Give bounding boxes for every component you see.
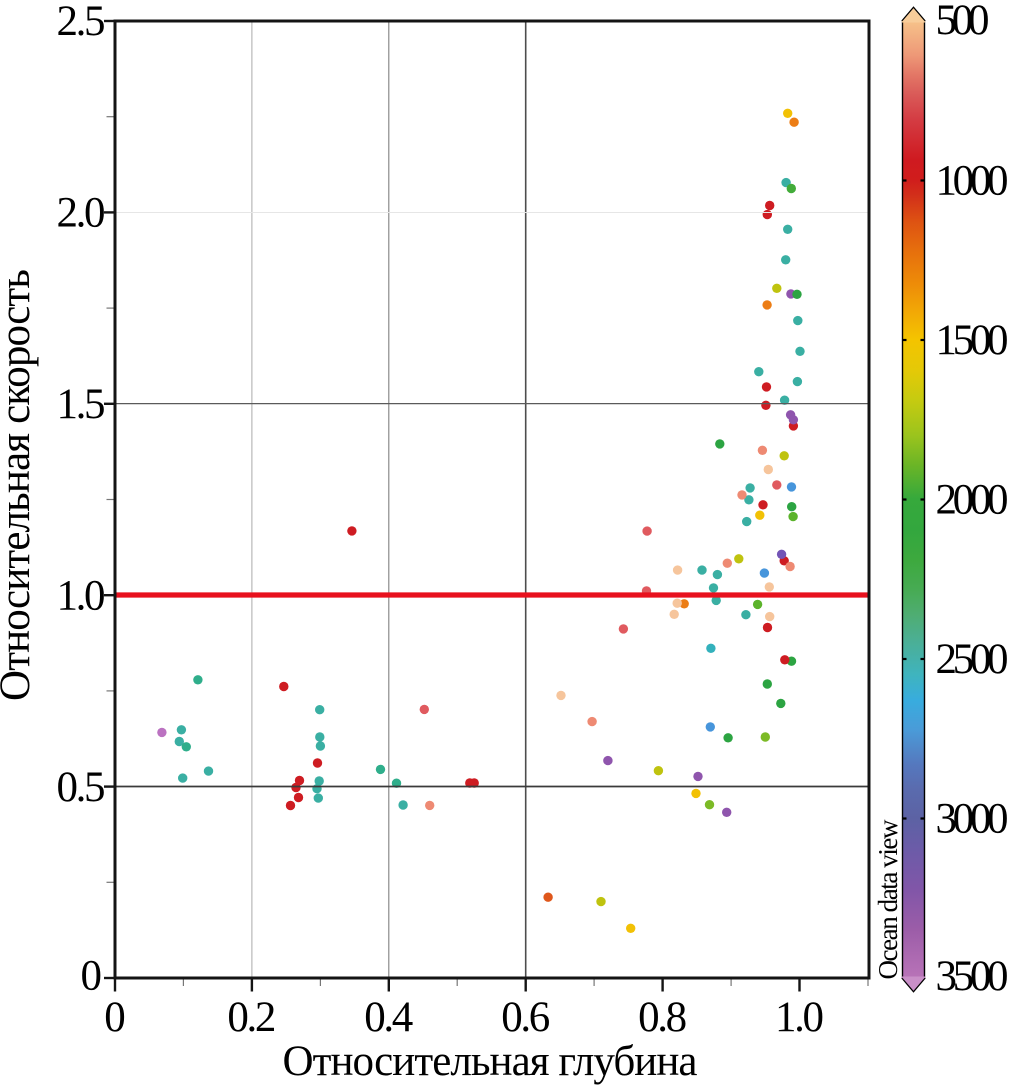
svg-text:2500: 2500 [936,636,1009,683]
svg-text:0.5: 0.5 [57,764,106,811]
svg-text:0: 0 [81,953,103,1000]
svg-text:Относительная глубина: Относительная глубина [283,1038,698,1085]
svg-text:1.0: 1.0 [775,994,824,1041]
svg-text:0.6: 0.6 [501,994,550,1041]
svg-text:1000: 1000 [936,158,1009,205]
svg-text:0: 0 [104,994,126,1041]
svg-text:1.0: 1.0 [57,572,106,619]
svg-text:1500: 1500 [936,317,1009,364]
svg-text:3000: 3000 [936,796,1009,843]
svg-text:1.5: 1.5 [57,381,106,428]
svg-text:0.2: 0.2 [227,994,276,1041]
svg-text:0.8: 0.8 [638,994,687,1041]
svg-text:0.4: 0.4 [364,994,413,1041]
svg-text:Ocean data view: Ocean data view [873,819,903,980]
svg-text:Относительная скорость: Относительная скорость [0,269,39,701]
svg-text:2.5: 2.5 [57,0,106,45]
svg-text:2.0: 2.0 [57,190,106,237]
svg-text:500: 500 [936,0,990,44]
svg-text:3500: 3500 [936,953,1009,1000]
svg-text:2000: 2000 [936,477,1009,524]
